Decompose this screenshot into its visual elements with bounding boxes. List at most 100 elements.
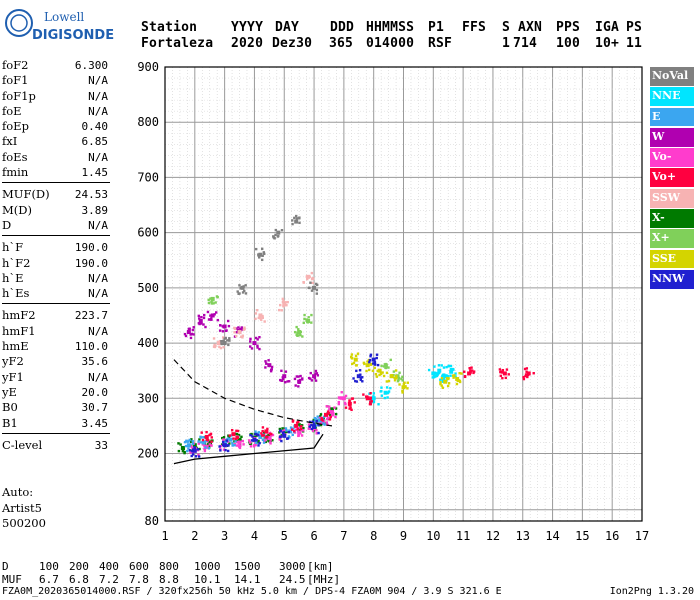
row-value: 1500: [234, 560, 261, 573]
data-point: [213, 313, 216, 316]
header-label-3: DDD: [330, 20, 355, 35]
data-point: [437, 372, 441, 375]
data-point: [261, 426, 265, 429]
data-point: [297, 420, 300, 424]
x-tick-label: 6: [310, 529, 317, 543]
data-point: [280, 369, 283, 372]
data-point: [254, 247, 258, 251]
data-point: [307, 426, 311, 430]
data-point: [214, 301, 217, 304]
x-tick-label: 7: [340, 529, 347, 543]
data-point: [258, 252, 263, 257]
data-point: [431, 376, 434, 379]
data-point: [295, 217, 299, 220]
data-point: [307, 423, 311, 426]
logo-ring-outer: [5, 9, 33, 37]
data-point: [227, 324, 231, 328]
header-value-8: 714: [513, 36, 538, 51]
data-point: [441, 386, 445, 389]
footer-version: Ion2Png 1.3.20: [609, 586, 694, 597]
data-point: [524, 373, 528, 376]
data-point: [239, 438, 242, 442]
data-point: [369, 396, 373, 399]
data-point: [327, 411, 330, 415]
data-point: [197, 317, 201, 320]
data-point: [238, 446, 242, 450]
data-point: [328, 408, 331, 411]
data-point: [218, 445, 221, 448]
data-point: [261, 316, 264, 320]
data-point: [221, 436, 224, 440]
data-point: [330, 407, 333, 410]
data-point: [210, 436, 213, 439]
legend-item-w: W: [650, 127, 694, 147]
data-point: [256, 346, 259, 349]
x-tick-label: 4: [251, 529, 258, 543]
data-point: [266, 435, 269, 438]
data-point: [469, 371, 472, 374]
data-point: [296, 331, 299, 334]
data-point: [216, 295, 219, 299]
data-point: [183, 450, 186, 454]
data-point: [260, 258, 264, 262]
data-point: [224, 441, 228, 445]
data-point: [390, 374, 393, 377]
dashed-profile-line: [173, 359, 333, 427]
data-point: [522, 375, 525, 379]
data-point: [254, 336, 258, 340]
data-point: [249, 337, 252, 341]
data-point: [300, 428, 304, 432]
data-point: [449, 374, 452, 377]
data-point: [315, 429, 318, 432]
data-point: [197, 453, 200, 457]
data-point: [237, 433, 241, 437]
auto-scaling-info: Auto: Artist5 500200: [2, 485, 46, 532]
data-point: [282, 302, 287, 307]
data-point: [207, 301, 211, 305]
data-point: [359, 378, 362, 382]
data-point: [268, 363, 272, 367]
data-point: [228, 437, 233, 442]
data-point: [385, 364, 388, 367]
data-point: [240, 335, 243, 338]
data-point: [281, 377, 285, 381]
data-point: [375, 356, 378, 360]
data-point: [254, 312, 258, 315]
data-point: [211, 299, 214, 302]
row-value: 8.8: [159, 573, 179, 586]
data-point: [262, 441, 266, 444]
data-point: [347, 401, 352, 406]
data-point: [269, 369, 273, 373]
data-point: [263, 252, 266, 256]
data-point: [183, 440, 187, 444]
data-point: [224, 336, 227, 340]
data-point: [186, 330, 191, 335]
data-point: [271, 433, 275, 437]
data-point: [301, 335, 304, 338]
data-point: [348, 399, 351, 403]
data-point: [402, 382, 406, 386]
data-point: [505, 368, 509, 371]
data-point: [341, 396, 346, 401]
data-point: [208, 443, 211, 446]
param-value: 33: [94, 438, 108, 452]
data-point: [302, 280, 305, 284]
data-point: [279, 435, 282, 438]
data-point: [377, 369, 381, 372]
data-point: [303, 317, 306, 321]
data-point: [440, 364, 443, 367]
data-point: [207, 298, 210, 302]
data-point: [208, 433, 211, 437]
data-point: [452, 376, 455, 379]
data-point: [469, 369, 472, 372]
data-point: [249, 340, 252, 343]
data-point: [289, 429, 292, 433]
param-row: foEs N/A: [2, 150, 110, 165]
row-value: 3000: [279, 560, 306, 573]
data-point: [190, 438, 193, 441]
row-value: 1000: [194, 560, 221, 573]
data-point: [315, 419, 318, 423]
data-point: [381, 371, 384, 374]
data-point: [378, 373, 381, 377]
